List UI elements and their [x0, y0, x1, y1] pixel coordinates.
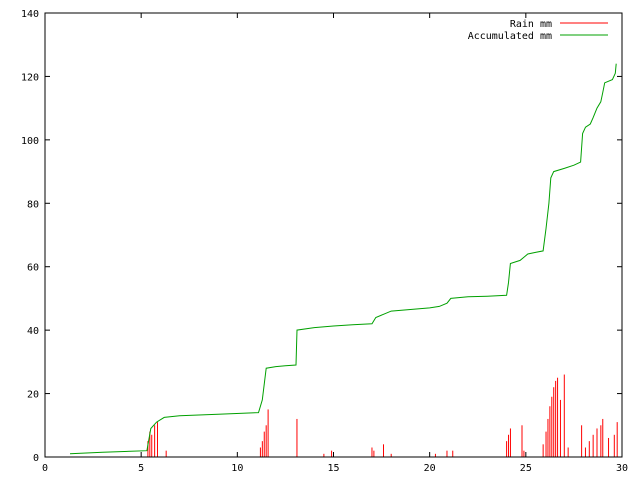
x-tick-label: 20 [424, 463, 436, 474]
y-tick-label: 20 [27, 390, 39, 401]
x-tick-label: 25 [520, 463, 532, 474]
y-tick-label: 40 [27, 326, 39, 337]
plot-frame [44, 12, 623, 458]
legend-label-accumulated: Accumulated mm [468, 31, 552, 42]
x-tick-label: 30 [616, 463, 628, 474]
x-tick-label: 10 [231, 463, 243, 474]
x-tick-label: 15 [327, 463, 339, 474]
y-tick-label: 80 [27, 199, 39, 210]
y-tick-label: 140 [21, 9, 39, 20]
x-axis: 0 5 10 15 20 25 30 [42, 13, 628, 474]
legend: Rain mm Accumulated mm [468, 19, 608, 42]
x-tick-label: 0 [42, 463, 48, 474]
y-axis: 0 20 40 60 80 100 120 140 [21, 9, 622, 464]
x-tick-label: 5 [138, 463, 144, 474]
y-tick-label: 120 [21, 72, 39, 83]
y-tick-label: 60 [27, 263, 39, 274]
y-tick-label: 0 [33, 453, 39, 464]
rain-bars [147, 374, 618, 457]
y-tick-label: 100 [21, 136, 39, 147]
accumulated-line [69, 63, 617, 455]
legend-label-rain: Rain mm [510, 19, 552, 30]
